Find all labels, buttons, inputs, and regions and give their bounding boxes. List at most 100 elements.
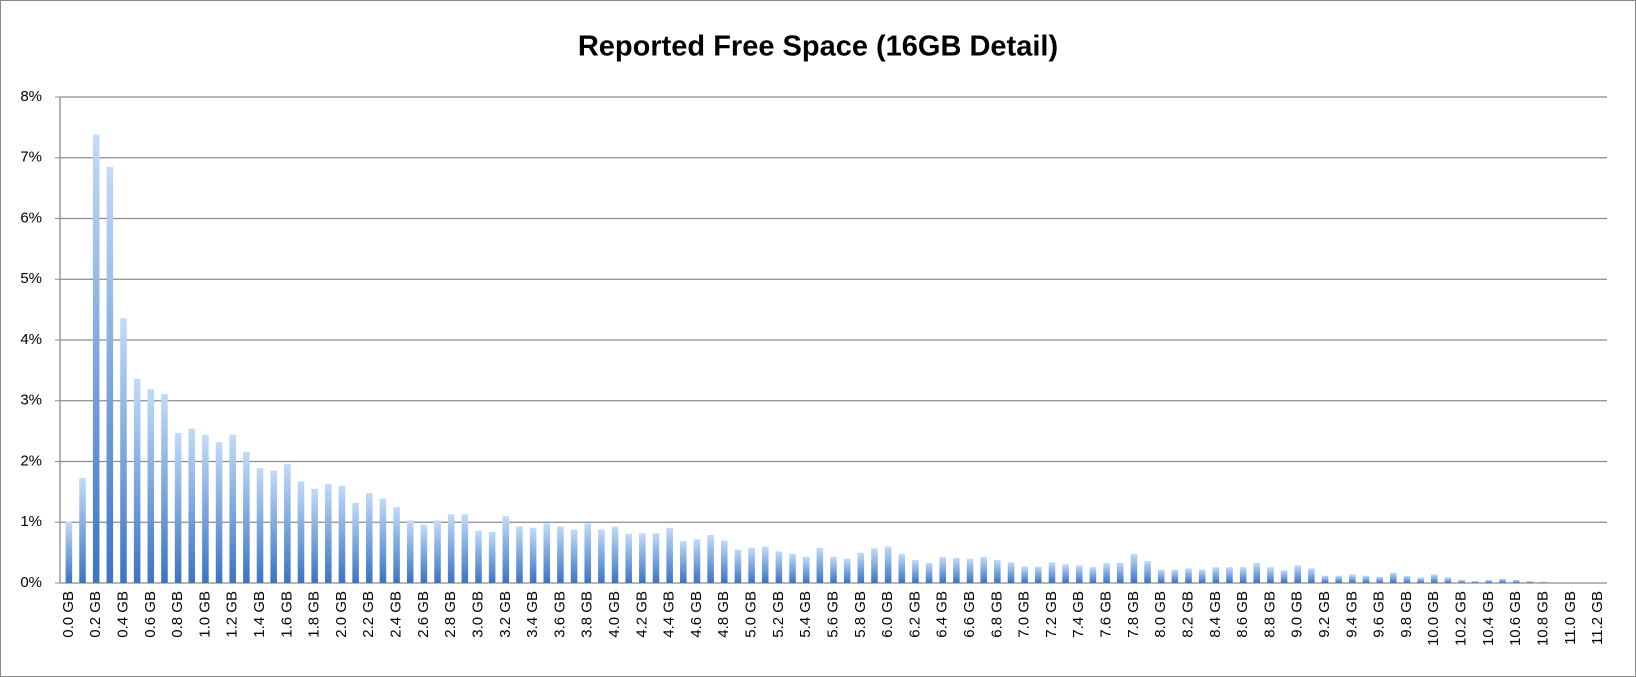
bar	[1321, 575, 1329, 583]
x-tick-label: 6.6 GB	[961, 591, 978, 638]
bar	[529, 527, 537, 583]
bar	[1512, 579, 1520, 583]
y-tick-label: 8%	[20, 88, 42, 105]
bar	[256, 468, 264, 583]
bar	[502, 516, 510, 583]
bar	[611, 526, 619, 583]
bar	[461, 514, 469, 583]
bar	[420, 524, 428, 583]
bar	[1007, 562, 1015, 583]
bar	[816, 547, 824, 583]
bar	[188, 428, 196, 583]
x-tick-label: 6.2 GB	[906, 591, 923, 638]
x-tick-label: 11.2 GB	[1589, 591, 1606, 645]
x-tick-label: 7.6 GB	[1098, 591, 1115, 638]
bar	[1567, 582, 1575, 583]
bar	[1062, 564, 1069, 583]
x-tick-label: 9.6 GB	[1371, 591, 1388, 638]
bar	[1267, 567, 1274, 583]
x-tick-label: 7.4 GB	[1070, 591, 1087, 638]
x-tick-label: 2.2 GB	[360, 591, 377, 638]
x-tick-label: 4.4 GB	[661, 591, 678, 638]
bar	[1130, 553, 1138, 583]
x-tick-label: 10.8 GB	[1534, 591, 1551, 646]
bar	[1253, 562, 1261, 583]
bar	[570, 529, 578, 583]
x-tick-label: 3.0 GB	[469, 591, 486, 638]
bar	[1376, 576, 1383, 583]
bar	[1553, 582, 1561, 583]
bar	[857, 552, 865, 583]
bar	[871, 548, 878, 583]
x-tick-label: 0.4 GB	[114, 591, 131, 638]
bar	[1308, 568, 1315, 583]
bar	[229, 434, 237, 583]
y-tick-label: 7%	[20, 149, 42, 166]
y-tick-label: 2%	[20, 452, 42, 469]
bar	[270, 470, 277, 583]
bar	[639, 533, 646, 583]
y-tick-label: 5%	[20, 270, 42, 287]
x-tick-label: 4.0 GB	[606, 591, 623, 638]
y-tick-label: 4%	[20, 331, 42, 348]
bar	[434, 520, 441, 583]
bar	[1116, 562, 1124, 583]
bar	[1417, 577, 1424, 583]
bar	[215, 442, 223, 583]
x-tick-label: 8.0 GB	[1152, 591, 1169, 638]
x-tick-label: 9.4 GB	[1343, 591, 1360, 638]
bar	[1226, 567, 1233, 583]
x-tick-label: 7.2 GB	[1043, 591, 1060, 638]
bar	[1294, 565, 1302, 583]
bar	[1485, 579, 1493, 583]
bar	[693, 539, 701, 583]
bar	[1048, 562, 1056, 583]
bar	[92, 134, 100, 584]
x-tick-label: 2.4 GB	[388, 591, 405, 638]
x-tick-label: 0.0 GB	[60, 591, 77, 638]
bar	[912, 559, 919, 583]
bar	[1540, 581, 1547, 583]
bar	[1403, 575, 1411, 583]
x-tick-label: 6.0 GB	[879, 591, 896, 638]
x-tick-label: 8.4 GB	[1207, 591, 1224, 638]
bar	[338, 485, 346, 583]
x-tick-label: 3.2 GB	[497, 591, 514, 638]
x-tick-label: 4.8 GB	[715, 591, 732, 638]
bar	[284, 463, 291, 583]
bar	[557, 526, 564, 583]
bar	[720, 540, 728, 583]
x-tick-label: 8.2 GB	[1179, 591, 1196, 638]
bar	[393, 507, 400, 583]
bar	[325, 483, 332, 583]
bar	[161, 394, 168, 583]
bar	[516, 526, 523, 583]
bar	[761, 546, 769, 583]
bar	[133, 378, 141, 583]
bar	[1362, 575, 1370, 583]
bar	[543, 523, 551, 583]
bar	[406, 520, 414, 583]
bar	[475, 530, 482, 583]
bar	[1499, 578, 1506, 583]
x-tick-label: 7.0 GB	[1016, 591, 1033, 638]
bar	[775, 551, 783, 583]
bar	[1458, 579, 1465, 583]
bar	[202, 434, 209, 583]
x-tick-label: 0.2 GB	[87, 591, 104, 638]
bar	[1594, 582, 1602, 583]
bar	[1103, 562, 1110, 583]
bar	[598, 529, 605, 583]
x-tick-label: 2.6 GB	[415, 591, 432, 638]
bar	[830, 556, 837, 583]
x-tick-label: 6.8 GB	[988, 591, 1005, 638]
bar	[1198, 569, 1206, 583]
bar	[1171, 569, 1179, 583]
bar	[734, 549, 742, 583]
bar	[1349, 574, 1356, 583]
bar	[1144, 561, 1151, 583]
bar	[488, 531, 496, 583]
bar	[802, 556, 810, 583]
x-tick-label: 1.8 GB	[306, 591, 323, 638]
